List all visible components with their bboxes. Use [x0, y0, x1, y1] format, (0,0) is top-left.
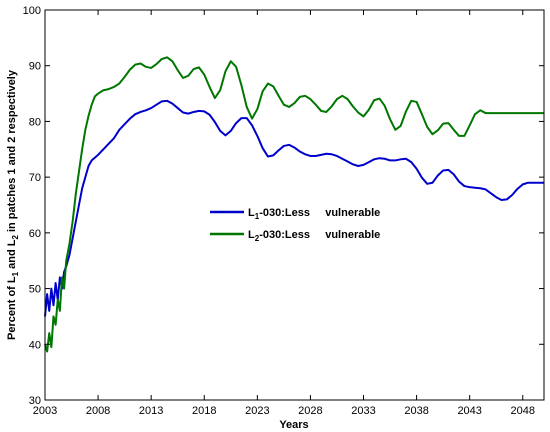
x-tick-label-2008: 2008 [86, 405, 110, 417]
x-tick-label-2013: 2013 [139, 405, 163, 417]
y-axis-label-part-2: and L [6, 239, 18, 272]
x-tick-label-2043: 2043 [457, 405, 481, 417]
plot-area [45, 10, 544, 400]
y-tick-label-40: 40 [29, 339, 41, 351]
y-tick-label-30: 30 [29, 395, 41, 407]
y-tick-label-70: 70 [29, 172, 41, 184]
legend-label-l2: L2-030:Less vulnerable [248, 229, 380, 243]
x-tick-label-2023: 2023 [245, 405, 269, 417]
y-tick-label-80: 80 [29, 116, 41, 128]
series-line-l2 [44, 56, 544, 353]
y-tick-label-50: 50 [29, 284, 41, 296]
legend-l2-part-2: -030:Less vulnerable [259, 229, 380, 241]
legend-l2-sub: 2 [255, 234, 260, 243]
y-tick-label-60: 60 [29, 228, 41, 240]
y-axis-label-part-3: in patches 1 and 2 respectively [6, 69, 18, 235]
legend: L1-030:Less vulnerable L2-030:Less vulne… [210, 207, 380, 243]
y-axis-label-sub-2: 2 [11, 235, 20, 240]
y-axis-label: Percent of L1 and L2 in patches 1 and 2 … [6, 69, 20, 340]
x-tick-label-2038: 2038 [404, 405, 428, 417]
axis-layer: 2003 2008 2013 2018 2023 2028 2033 2038 2043 2048… [23, 5, 544, 417]
x-axis-label: Years [279, 419, 308, 431]
series-line-l1 [44, 99, 544, 317]
series-layer [44, 56, 544, 353]
legend-l1-sub: 1 [255, 212, 260, 221]
y-axis-label-part-1: Percent of L [6, 276, 18, 340]
x-tick-label-2018: 2018 [192, 405, 216, 417]
legend-l1-part-2: -030:Less vulnerable [259, 207, 380, 219]
y-tick-label-100: 100 [23, 5, 41, 17]
x-tick-label-2033: 2033 [351, 405, 375, 417]
y-axis-label-sub-1: 1 [11, 271, 20, 276]
x-tick-label-2003: 2003 [33, 405, 57, 417]
legend-label-l1: L1-030:Less vulnerable [248, 207, 380, 221]
x-tick-label-2048: 2048 [511, 405, 535, 417]
legend-l1-part-1: L [248, 207, 255, 219]
y-tick-label-90: 90 [29, 61, 41, 73]
plot-frame [44, 9, 545, 401]
legend-l2-part-1: L [248, 229, 255, 241]
x-tick-label-2028: 2028 [298, 405, 322, 417]
